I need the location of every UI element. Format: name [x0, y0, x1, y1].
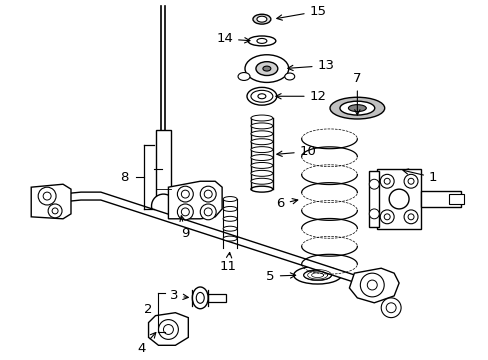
Bar — [448, 194, 463, 204]
Polygon shape — [168, 181, 222, 219]
Text: 5: 5 — [266, 270, 295, 283]
Ellipse shape — [347, 105, 366, 112]
Circle shape — [384, 178, 389, 184]
Ellipse shape — [250, 139, 272, 145]
Ellipse shape — [256, 16, 266, 22]
Circle shape — [403, 174, 417, 188]
Circle shape — [181, 190, 189, 198]
Circle shape — [386, 303, 395, 313]
Ellipse shape — [250, 186, 272, 192]
Circle shape — [388, 189, 408, 209]
Circle shape — [380, 210, 393, 224]
Ellipse shape — [223, 236, 237, 241]
Ellipse shape — [250, 123, 272, 129]
Ellipse shape — [223, 226, 237, 231]
Ellipse shape — [256, 39, 266, 44]
Circle shape — [151, 194, 175, 218]
Ellipse shape — [185, 204, 196, 213]
Ellipse shape — [223, 197, 237, 202]
Circle shape — [52, 208, 58, 214]
Bar — [208, 294, 225, 302]
Circle shape — [38, 187, 56, 205]
Polygon shape — [349, 268, 398, 303]
Circle shape — [43, 192, 51, 200]
Circle shape — [368, 179, 379, 189]
Polygon shape — [148, 313, 188, 345]
Circle shape — [407, 178, 413, 184]
Ellipse shape — [250, 170, 272, 176]
Ellipse shape — [196, 292, 204, 303]
Circle shape — [360, 273, 384, 297]
Circle shape — [384, 214, 389, 220]
Ellipse shape — [247, 36, 275, 46]
Text: 8: 8 — [120, 171, 128, 184]
Circle shape — [366, 280, 376, 290]
Ellipse shape — [250, 178, 272, 184]
Circle shape — [380, 174, 393, 188]
Ellipse shape — [246, 87, 276, 105]
Ellipse shape — [255, 62, 277, 76]
Ellipse shape — [257, 94, 265, 99]
Text: 13: 13 — [287, 59, 334, 72]
Ellipse shape — [223, 206, 237, 211]
Circle shape — [204, 208, 212, 216]
Text: 10: 10 — [276, 145, 316, 158]
Circle shape — [407, 214, 413, 220]
Ellipse shape — [250, 115, 272, 121]
Circle shape — [181, 208, 189, 216]
Ellipse shape — [293, 266, 341, 284]
Polygon shape — [61, 192, 381, 291]
Bar — [155, 130, 171, 199]
Polygon shape — [31, 184, 71, 219]
Ellipse shape — [250, 154, 272, 161]
Circle shape — [381, 298, 400, 318]
Circle shape — [403, 210, 417, 224]
Text: 9: 9 — [180, 216, 189, 240]
Bar — [420, 191, 460, 207]
Circle shape — [200, 204, 216, 220]
Ellipse shape — [244, 55, 288, 82]
Circle shape — [48, 204, 62, 218]
Text: 12: 12 — [275, 90, 326, 103]
Ellipse shape — [303, 270, 331, 280]
Ellipse shape — [252, 14, 270, 24]
Text: 3: 3 — [169, 289, 188, 302]
Ellipse shape — [238, 73, 249, 80]
Text: 1: 1 — [402, 169, 437, 184]
Circle shape — [200, 186, 216, 202]
Text: 14: 14 — [216, 32, 249, 45]
Ellipse shape — [250, 90, 272, 102]
Ellipse shape — [250, 147, 272, 153]
Ellipse shape — [180, 200, 202, 218]
Ellipse shape — [284, 73, 294, 80]
Text: 6: 6 — [276, 198, 297, 211]
Circle shape — [163, 325, 173, 334]
Text: 15: 15 — [276, 5, 326, 20]
Circle shape — [204, 190, 212, 198]
Text: 2: 2 — [144, 303, 152, 316]
Bar — [376, 170, 420, 229]
Ellipse shape — [250, 131, 272, 137]
Ellipse shape — [329, 97, 384, 119]
Ellipse shape — [250, 162, 272, 168]
Circle shape — [368, 209, 379, 219]
Text: 7: 7 — [352, 72, 361, 115]
Ellipse shape — [263, 66, 270, 71]
Text: 11: 11 — [219, 252, 236, 273]
Text: 4: 4 — [137, 333, 156, 355]
Circle shape — [158, 320, 178, 339]
Circle shape — [177, 204, 193, 220]
Circle shape — [177, 186, 193, 202]
Ellipse shape — [192, 287, 208, 309]
Ellipse shape — [223, 216, 237, 221]
Ellipse shape — [339, 101, 374, 115]
Bar — [368, 171, 379, 227]
